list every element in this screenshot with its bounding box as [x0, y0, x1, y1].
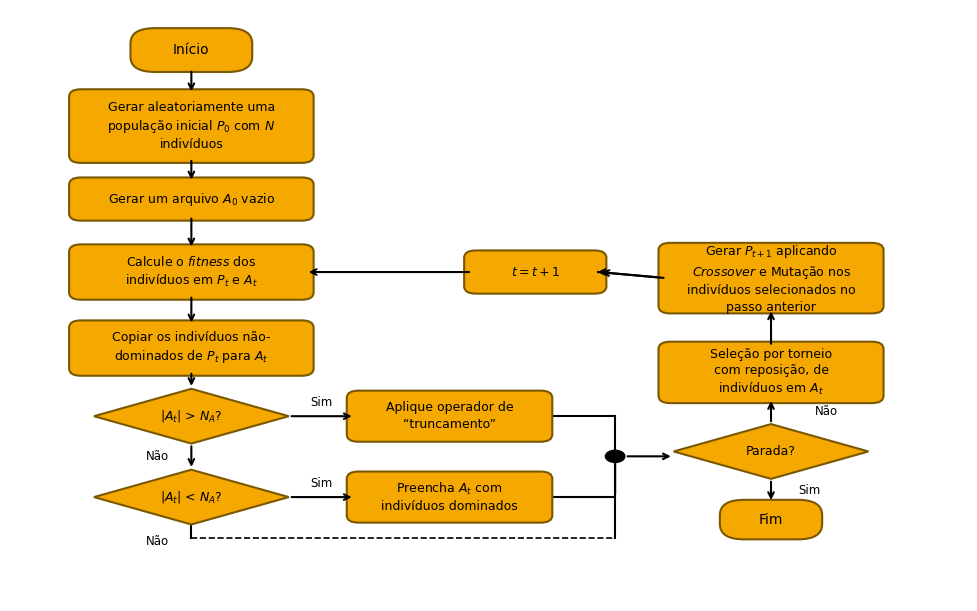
Polygon shape [94, 389, 289, 444]
Text: Gerar aleatoriamente uma
população inicial $P_0$ com $N$
indivíduos: Gerar aleatoriamente uma população inici… [107, 101, 276, 152]
FancyBboxPatch shape [720, 500, 823, 540]
FancyBboxPatch shape [347, 390, 552, 442]
FancyBboxPatch shape [131, 28, 252, 72]
Text: $|A_t|$ < $N_A$?: $|A_t|$ < $N_A$? [160, 489, 223, 505]
Polygon shape [94, 470, 289, 524]
Text: Seleção por torneio
com reposição, de
indivíduos em $A_t$: Seleção por torneio com reposição, de in… [710, 348, 832, 397]
Text: $t = t + 1$: $t = t + 1$ [511, 266, 560, 279]
Text: Aplique operador de
“truncamento”: Aplique operador de “truncamento” [386, 401, 513, 431]
Text: Gerar $P_{t+1}$ aplicando
$Crossover$ e Mutação nos
indivíduos selecionados no
p: Gerar $P_{t+1}$ aplicando $Crossover$ e … [687, 243, 855, 313]
FancyBboxPatch shape [69, 89, 314, 163]
Text: Não: Não [815, 404, 838, 418]
Text: Não: Não [146, 450, 169, 463]
Text: Início: Início [173, 43, 210, 57]
FancyBboxPatch shape [658, 342, 883, 403]
Polygon shape [673, 424, 869, 479]
FancyBboxPatch shape [69, 320, 314, 376]
FancyBboxPatch shape [347, 472, 552, 522]
FancyBboxPatch shape [69, 177, 314, 221]
Text: Parada?: Parada? [746, 445, 796, 458]
Text: Copiar os indivíduos não-
dominados de $P_t$ para $A_t$: Copiar os indivíduos não- dominados de $… [112, 331, 271, 365]
Text: Não: Não [146, 535, 169, 549]
Text: $|A_t|$ > $N_A$?: $|A_t|$ > $N_A$? [160, 408, 223, 424]
Text: Calcule o $fitness$ dos
indivíduos em $P_t$ e $A_t$: Calcule o $fitness$ dos indivíduos em $P… [125, 255, 258, 289]
FancyBboxPatch shape [69, 244, 314, 300]
Text: Fim: Fim [759, 513, 784, 527]
FancyBboxPatch shape [658, 243, 883, 313]
Text: Preencha $A_t$ com
indivíduos dominados: Preencha $A_t$ com indivíduos dominados [381, 481, 518, 513]
Text: Gerar um arquivo $A_0$ vazio: Gerar um arquivo $A_0$ vazio [107, 191, 275, 208]
Circle shape [606, 450, 625, 463]
Text: Sim: Sim [798, 485, 821, 497]
Text: Sim: Sim [311, 396, 333, 409]
FancyBboxPatch shape [464, 251, 607, 294]
Text: Sim: Sim [311, 477, 333, 490]
